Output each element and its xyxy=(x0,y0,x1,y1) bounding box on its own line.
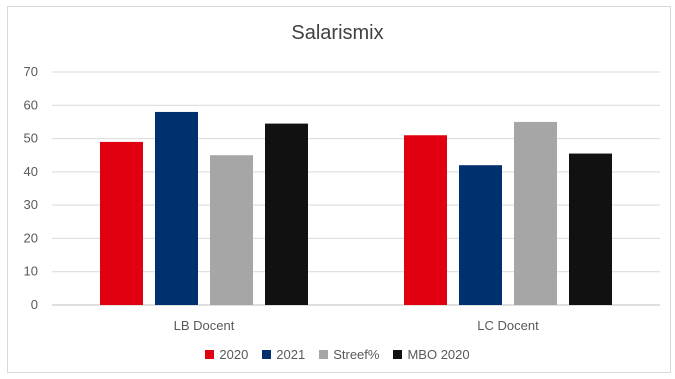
legend-swatch xyxy=(319,350,329,359)
legend-item: Streef% xyxy=(319,347,379,362)
legend-item: MBO 2020 xyxy=(393,347,470,362)
chart-legend: 2020 2021 Streef% MBO 2020 xyxy=(0,347,675,362)
legend-swatch xyxy=(262,350,272,359)
bar-streef--lc-docent xyxy=(514,121,557,305)
legend-label: MBO 2020 xyxy=(407,347,470,362)
bar-streef--lb-docent xyxy=(210,155,253,305)
bar-mbo-2020-lb-docent xyxy=(265,123,308,305)
legend-swatch xyxy=(393,350,403,359)
y-tick-label: 10 xyxy=(24,264,38,279)
bar-2020-lb-docent xyxy=(100,141,143,305)
x-category-label: LC Docent xyxy=(477,318,539,333)
y-tick-label: 40 xyxy=(24,164,38,179)
legend-item: 2020 xyxy=(205,347,248,362)
y-tick-label: 30 xyxy=(24,197,38,212)
legend-label: 2020 xyxy=(219,347,249,362)
y-tick-label: 0 xyxy=(31,297,38,312)
x-category-label: LB Docent xyxy=(174,318,235,333)
bar-2020-lc-docent xyxy=(404,135,447,305)
bar-mbo-2020-lc-docent xyxy=(569,153,612,305)
bar-2021-lb-docent xyxy=(155,111,198,305)
legend-label: 2021 xyxy=(276,347,306,362)
legend-label: Streef% xyxy=(333,347,380,362)
legend-swatch xyxy=(205,350,215,359)
y-tick-label: 20 xyxy=(24,230,38,245)
y-tick-label: 70 xyxy=(24,64,38,79)
y-tick-label: 50 xyxy=(24,131,38,146)
chart-title: Salarismix xyxy=(291,22,384,44)
y-tick-label: 60 xyxy=(24,97,38,112)
bar-2021-lc-docent xyxy=(459,165,502,305)
legend-item: 2021 xyxy=(262,347,305,362)
